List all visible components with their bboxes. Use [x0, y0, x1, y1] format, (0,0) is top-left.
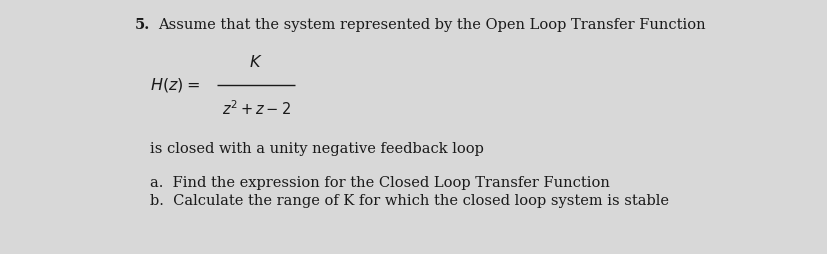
- Text: $H(z)=$: $H(z)=$: [150, 76, 199, 94]
- Text: Assume that the system represented by the Open Loop Transfer Function: Assume that the system represented by th…: [158, 18, 705, 32]
- Text: $K$: $K$: [249, 54, 262, 71]
- Text: 5.: 5.: [135, 18, 150, 32]
- Text: is closed with a unity negative feedback loop: is closed with a unity negative feedback…: [150, 142, 483, 156]
- Text: a.  Find the expression for the Closed Loop Transfer Function: a. Find the expression for the Closed Lo…: [150, 176, 609, 190]
- Text: b.  Calculate the range of K for which the closed loop system is stable: b. Calculate the range of K for which th…: [150, 194, 668, 208]
- Text: $z^2+z-2$: $z^2+z-2$: [222, 99, 290, 118]
